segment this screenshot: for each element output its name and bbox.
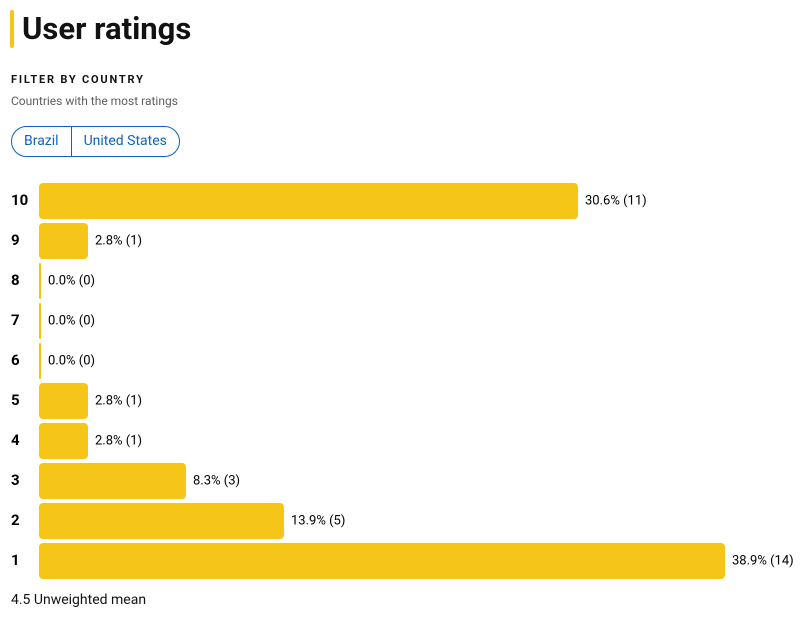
- bar: [39, 423, 88, 459]
- value-label: 2.8% (1): [95, 433, 142, 448]
- bar: [39, 543, 725, 579]
- rating-label: 6: [11, 351, 20, 369]
- rating-label: 9: [11, 231, 20, 249]
- bar: [39, 183, 578, 219]
- bar: [39, 343, 41, 379]
- filter-heading: FILTER BY COUNTRY: [11, 73, 145, 86]
- rating-label: 1: [11, 551, 20, 569]
- value-label: 8.3% (3): [193, 473, 240, 488]
- rating-label: 10: [11, 191, 28, 209]
- page-title: User ratings: [22, 10, 192, 47]
- chart: 10 30.6% (11) 9 2.8% (1) 8 0.0% (0) 7 0.0% (0) 6…: [11, 183, 794, 579]
- title-accent: [10, 10, 14, 48]
- filter-subtitle: Countries with the most ratings: [11, 94, 178, 108]
- country-filter: Brazil United States: [11, 126, 180, 157]
- bar: [39, 303, 41, 339]
- value-label: 2.8% (1): [95, 233, 142, 248]
- mean-rating: 4.5 Unweighted mean: [11, 592, 147, 608]
- rating-label: 7: [11, 311, 20, 329]
- value-label: 13.9% (5): [291, 513, 345, 528]
- value-label: 38.9% (14): [732, 553, 794, 568]
- bar: [39, 503, 284, 539]
- rating-label: 4: [11, 431, 20, 449]
- rating-label: 8: [11, 271, 20, 289]
- value-label: 0.0% (0): [48, 273, 95, 288]
- bar: [39, 223, 88, 259]
- rating-label: 3: [11, 471, 20, 489]
- bar: [39, 383, 88, 419]
- rating-label: 2: [11, 511, 20, 529]
- rating-label: 5: [11, 391, 20, 409]
- country-pill[interactable]: United States: [70, 127, 179, 156]
- country-pill[interactable]: Brazil: [24, 133, 59, 149]
- value-label: 0.0% (0): [48, 353, 95, 368]
- value-label: 30.6% (11): [585, 193, 647, 208]
- bar: [39, 263, 41, 299]
- value-label: 2.8% (1): [95, 393, 142, 408]
- value-label: 0.0% (0): [48, 313, 95, 328]
- bar: [39, 463, 186, 499]
